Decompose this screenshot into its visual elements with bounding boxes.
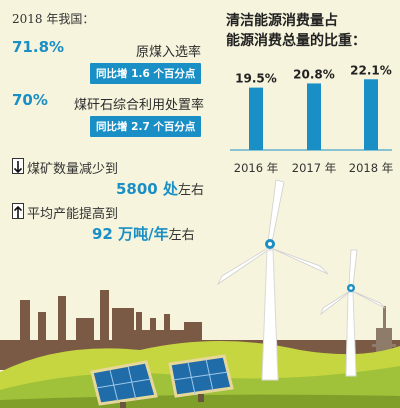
coal-washing-rate-badge: 同比增 1.6 个百分点 — [90, 63, 202, 84]
capacity-value: 92 万吨/年 — [92, 225, 169, 243]
coal-washing-rate-label: 原煤入选率 — [136, 45, 202, 60]
category-label-1: 2016 年 — [234, 161, 278, 175]
bar-2 — [307, 83, 321, 150]
bar-3 — [364, 79, 378, 150]
mine-count-value: 5800 处 — [116, 180, 178, 198]
mine-count-label: 煤矿数量减少到 — [27, 162, 119, 177]
bar-value-label-1: 19.5% — [235, 72, 277, 86]
up-arrow-icon — [12, 203, 24, 219]
chart-title-line1: 清洁能源消费量占 — [226, 13, 338, 29]
bar-value-label-2: 20.8% — [293, 67, 335, 81]
gangue-rate-label: 煤矸石综合利用处置率 — [74, 98, 205, 113]
category-label-3: 2018 年 — [349, 161, 393, 175]
clean-energy-bar-chart: 19.5% 2016 年 20.8% 2017 年 22.1% 2018 年 — [230, 63, 393, 175]
wind-turbine-large — [216, 179, 329, 381]
bar-1 — [249, 87, 263, 150]
gangue-rate-badge: 同比增 2.7 个百分点 — [90, 116, 202, 137]
category-label-2: 2017 年 — [292, 161, 336, 175]
capacity-suffix: 左右 — [168, 228, 195, 243]
solar-panel-left — [90, 360, 158, 408]
solar-panel-right — [168, 354, 234, 402]
down-arrow-icon — [12, 158, 24, 174]
year-heading: 2018 年我国： — [12, 12, 95, 26]
wind-turbine-small — [320, 249, 386, 377]
bar-value-label-3: 22.1% — [350, 63, 392, 77]
gangue-rate-value: 70% — [12, 91, 48, 109]
capacity-label: 平均产能提高到 — [27, 207, 119, 222]
chart-title-line2: 能源消费总量的比重： — [226, 33, 366, 49]
capacity-line: 92 万吨/年左右 — [92, 223, 195, 244]
coal-washing-rate-value: 71.8% — [12, 38, 65, 56]
mine-count-line: 5800 处左右 — [116, 178, 204, 199]
mine-count-suffix: 左右 — [177, 183, 204, 198]
